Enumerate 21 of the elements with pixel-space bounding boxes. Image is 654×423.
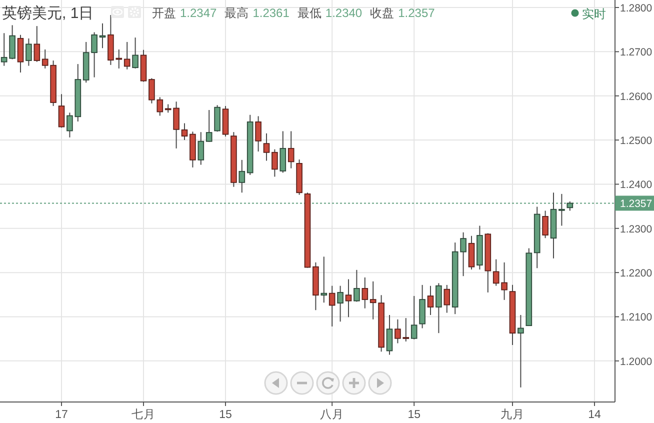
y-tick-label: 1.2200 bbox=[620, 268, 652, 280]
x-tick-label: 15 bbox=[219, 409, 232, 421]
y-tick-label: 1.2000 bbox=[620, 356, 652, 368]
y-tick-label: 1.2500 bbox=[620, 135, 652, 148]
y-tick-label: 1.2400 bbox=[620, 179, 652, 192]
x-tick-label: 七月 bbox=[132, 408, 156, 421]
chart-title: 英镑美元, 1日 bbox=[2, 5, 94, 22]
x-tick-label: 八月 bbox=[320, 408, 344, 421]
y-tick-label: 1.2300 bbox=[620, 223, 652, 236]
x-tick-label: 15 bbox=[408, 409, 420, 421]
ref-line-label: 1.2357 bbox=[620, 198, 652, 210]
y-tick-label: 1.2800 bbox=[620, 2, 652, 15]
x-tick-label: 九月 bbox=[500, 408, 524, 421]
x-tick-label: 17 bbox=[55, 409, 68, 421]
y-tick-label: 1.2600 bbox=[620, 90, 652, 103]
text: 开盘 1.2347 最高 1.2361 最低 1.2340 收盘 1.2357 bbox=[152, 6, 436, 20]
y-tick-label: 1.2700 bbox=[620, 46, 652, 59]
ref-line-label: 1.2357 bbox=[615, 196, 654, 211]
x-tick-label: 14 bbox=[588, 409, 602, 421]
y-tick-label: 1.2100 bbox=[620, 312, 652, 324]
annotation: 实时 bbox=[582, 7, 606, 21]
